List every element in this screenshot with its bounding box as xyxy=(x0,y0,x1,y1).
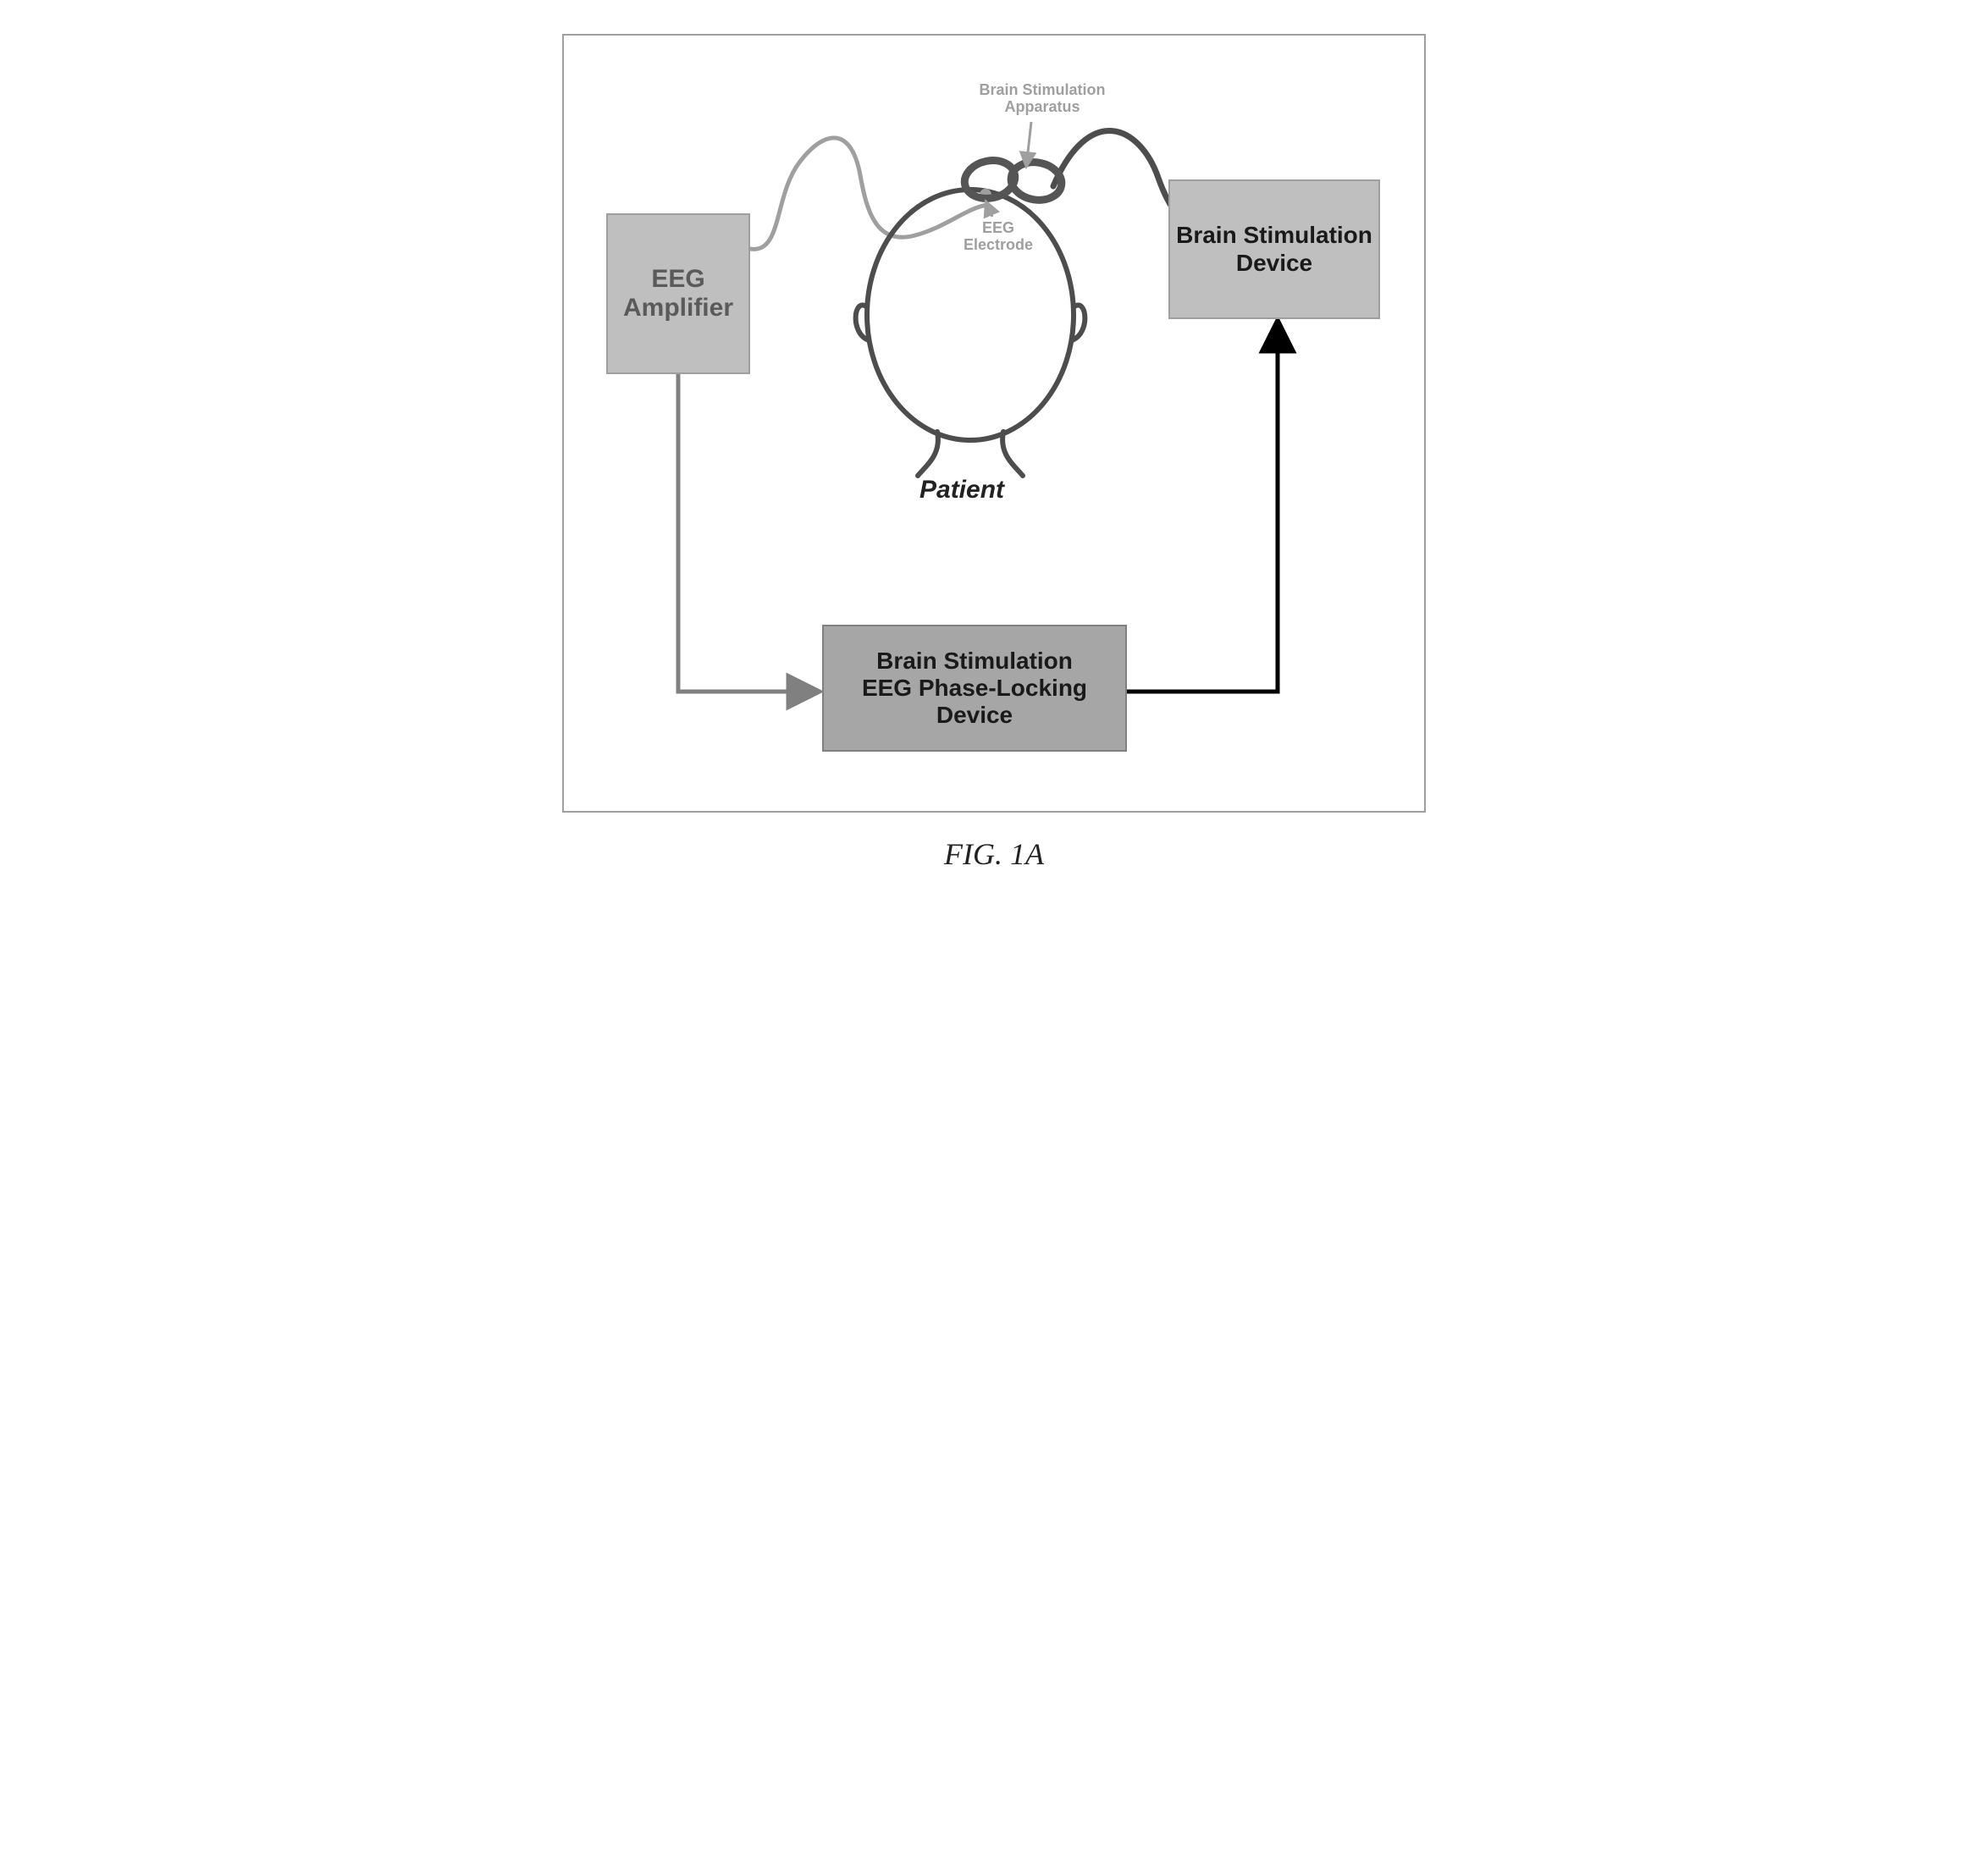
stim-coil xyxy=(961,156,1064,204)
annot-eeg-electrode: EEGElectrode xyxy=(960,220,1036,254)
patient-label: Patient xyxy=(919,476,1004,504)
figure-frame: EEGAmplifier Brain StimulationDevice Bra… xyxy=(562,34,1426,813)
eeg-amplifier-box: EEGAmplifier xyxy=(606,213,750,374)
flow-arrow-black xyxy=(1127,322,1278,692)
brain-stim-device-label: Brain StimulationDevice xyxy=(1176,222,1372,276)
annot-stim-apparatus: Brain StimulationApparatus xyxy=(970,82,1114,116)
eeg-amplifier-label: EEGAmplifier xyxy=(623,265,733,323)
phase-locking-device-box: Brain StimulationEEG Phase-LockingDevice xyxy=(822,625,1127,752)
figure-caption: FIG. 1A xyxy=(944,836,1044,872)
flow-arrow-gray xyxy=(678,374,818,692)
pointer-eeg-electrode xyxy=(986,201,992,217)
brain-stim-device-box: Brain StimulationDevice xyxy=(1168,179,1380,319)
phase-locking-device-label: Brain StimulationEEG Phase-LockingDevice xyxy=(862,648,1087,730)
